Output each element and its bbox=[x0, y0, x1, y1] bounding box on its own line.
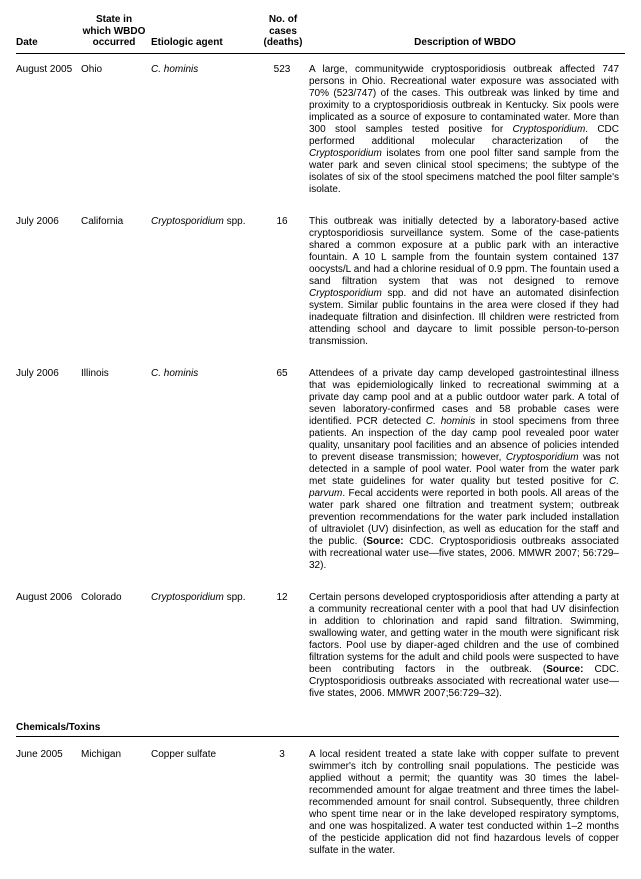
table-row: August 2005OhioC. hominis523A large, com… bbox=[16, 53, 625, 206]
cell-agent: C. hominis bbox=[151, 53, 261, 206]
cell-date: August 2006 bbox=[16, 582, 81, 710]
table-row: June 2005MichiganCopper sulfate3A local … bbox=[16, 739, 625, 867]
col-state: State in which WBDO occurred bbox=[81, 12, 151, 53]
cell-cases: 3 bbox=[261, 739, 309, 867]
cell-date: August 2005 bbox=[16, 53, 81, 206]
col-cases: No. of cases (deaths) bbox=[261, 12, 309, 53]
cell-desc: A local resident treated a state lake wi… bbox=[309, 739, 625, 867]
cell-desc: A large, communitywide cryptosporidiosis… bbox=[309, 53, 625, 206]
cell-state: California bbox=[81, 206, 151, 358]
cell-state: Illinois bbox=[81, 358, 151, 582]
col-date: Date bbox=[16, 12, 81, 53]
col-desc: Description of WBDO bbox=[309, 12, 625, 53]
cell-agent: C. hominis bbox=[151, 358, 261, 582]
cell-cases: 65 bbox=[261, 358, 309, 582]
table-row: July 2006CaliforniaCryptosporidium spp.1… bbox=[16, 206, 625, 358]
cell-cases: 16 bbox=[261, 206, 309, 358]
cell-date: June 2005 bbox=[16, 739, 81, 867]
cell-cases: 12 bbox=[261, 582, 309, 710]
cell-agent: Cryptosporidium spp. bbox=[151, 582, 261, 710]
section-row: Chemicals/Toxins bbox=[16, 710, 625, 739]
cell-agent: Copper sulfate bbox=[151, 739, 261, 867]
cell-desc: This outbreak was initially detected by … bbox=[309, 206, 625, 358]
section-cell: Chemicals/Toxins bbox=[16, 710, 625, 739]
cell-desc: Attendees of a private day camp develope… bbox=[309, 358, 625, 582]
cell-state: Michigan bbox=[81, 739, 151, 867]
cell-cases: 523 bbox=[261, 53, 309, 206]
cell-agent: Cryptosporidium spp. bbox=[151, 206, 261, 358]
col-agent: Etiologic agent bbox=[151, 12, 261, 53]
cell-date: July 2006 bbox=[16, 206, 81, 358]
table-row: July 2006IllinoisC. hominis65Attendees o… bbox=[16, 358, 625, 582]
table-row: August 2006ColoradoCryptosporidium spp.1… bbox=[16, 582, 625, 710]
header-row: Date State in which WBDO occurred Etiolo… bbox=[16, 12, 625, 53]
cell-state: Colorado bbox=[81, 582, 151, 710]
wbdo-table: Date State in which WBDO occurred Etiolo… bbox=[16, 12, 625, 867]
cell-state: Ohio bbox=[81, 53, 151, 206]
cell-date: July 2006 bbox=[16, 358, 81, 582]
section-label: Chemicals/Toxins bbox=[16, 722, 619, 737]
cell-desc: Certain persons developed cryptosporidio… bbox=[309, 582, 625, 710]
